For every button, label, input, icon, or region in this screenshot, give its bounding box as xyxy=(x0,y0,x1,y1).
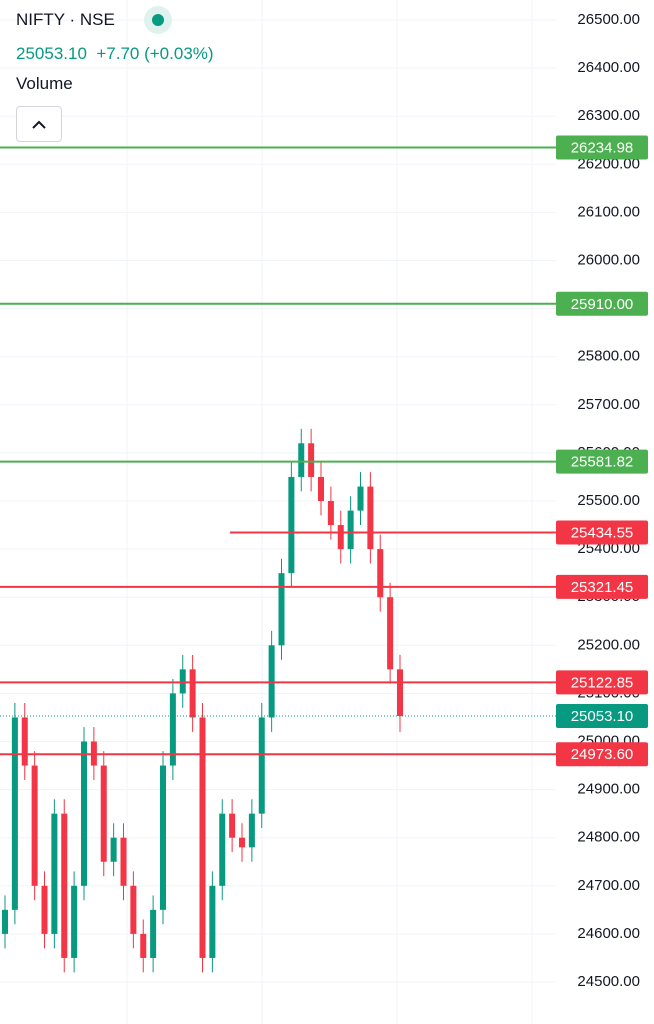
candle-body xyxy=(51,813,58,934)
y-tick-label: 25700.00 xyxy=(577,396,640,413)
candle-body xyxy=(327,501,334,526)
candle-body xyxy=(179,669,186,694)
candle-body xyxy=(120,837,127,886)
candle-body xyxy=(21,717,28,766)
candle-body xyxy=(2,909,8,934)
candle-body xyxy=(61,813,68,958)
last-price-tag xyxy=(556,703,648,728)
level-label: 24973.60 xyxy=(571,746,634,763)
candle-body xyxy=(81,741,87,886)
candle-body xyxy=(337,525,344,550)
y-tick-label: 24900.00 xyxy=(577,781,640,798)
candle-body xyxy=(71,885,78,958)
level-label: 25122.85 xyxy=(571,674,634,691)
y-tick-label: 24700.00 xyxy=(577,877,640,894)
level-tag xyxy=(556,291,648,316)
candle-body xyxy=(41,885,48,934)
chevron xyxy=(32,120,46,129)
y-tick-label: 24800.00 xyxy=(577,829,640,846)
level-label: 25434.55 xyxy=(571,524,634,541)
level-label: 25910.00 xyxy=(571,296,634,313)
candle-body xyxy=(268,645,275,718)
candle-body xyxy=(130,885,137,934)
candle-body xyxy=(140,933,147,958)
level-tag xyxy=(556,574,648,599)
y-tick-label: 26200.00 xyxy=(577,155,640,172)
candle-body xyxy=(199,717,206,958)
candle-body xyxy=(209,885,216,958)
y-tick-label: 25500.00 xyxy=(577,492,640,509)
collapse-button[interactable] xyxy=(16,106,62,142)
level-tag xyxy=(556,449,648,474)
candle-body xyxy=(377,549,384,598)
candle-body xyxy=(239,837,245,848)
candle-body xyxy=(397,669,403,716)
level-label: 25581.82 xyxy=(571,454,634,471)
candle-body xyxy=(11,717,18,910)
level-tag xyxy=(556,670,648,695)
level-tag xyxy=(556,135,648,160)
candle-body xyxy=(258,717,265,814)
candle-body xyxy=(110,837,117,862)
candle-body xyxy=(169,693,176,766)
vertical-grid xyxy=(126,0,533,1024)
price: 25053.10 xyxy=(16,44,87,63)
candle-body xyxy=(31,765,38,886)
y-tick-label: 24500.00 xyxy=(577,973,640,990)
symbol[interactable]: NIFTY · NSE xyxy=(16,10,115,29)
level-label: 25321.45 xyxy=(571,579,634,596)
candle-body xyxy=(387,597,394,670)
candle-body xyxy=(248,813,255,848)
y-tick-label: 26500.00 xyxy=(577,11,640,28)
y-tick-label: 25200.00 xyxy=(577,636,640,653)
y-tick-label: 25800.00 xyxy=(577,348,640,365)
candle-body xyxy=(318,476,324,501)
y-tick-label: 26100.00 xyxy=(577,203,640,220)
level-label: 26234.98 xyxy=(571,139,634,156)
candle-body xyxy=(160,765,166,910)
candle-body xyxy=(219,813,226,886)
level-tag xyxy=(556,742,648,767)
y-tick-label: 26000.00 xyxy=(577,251,640,268)
candle-body xyxy=(100,765,107,862)
status-dot xyxy=(144,6,172,34)
y-tick-label: 26300.00 xyxy=(577,107,640,124)
indicator: Volume xyxy=(16,74,73,93)
level-tag xyxy=(556,520,648,545)
y-tick-label: 24600.00 xyxy=(577,925,640,942)
quote: 25053.10 +7.70 (+0.03%) xyxy=(16,44,214,64)
candle-body xyxy=(229,813,236,838)
candle-body xyxy=(308,443,315,477)
candle-body xyxy=(288,476,295,574)
y-tick-label: 26400.00 xyxy=(577,59,640,76)
candle-body xyxy=(278,573,285,646)
candle-body xyxy=(189,669,196,718)
candle-body xyxy=(347,510,354,550)
last-price-label: 25053.10 xyxy=(571,708,634,725)
candle-body xyxy=(367,486,374,550)
change: +7.70 (+0.03%) xyxy=(96,44,214,63)
candle-body xyxy=(150,909,157,958)
candle-body xyxy=(298,443,305,477)
candle-body xyxy=(357,486,364,511)
